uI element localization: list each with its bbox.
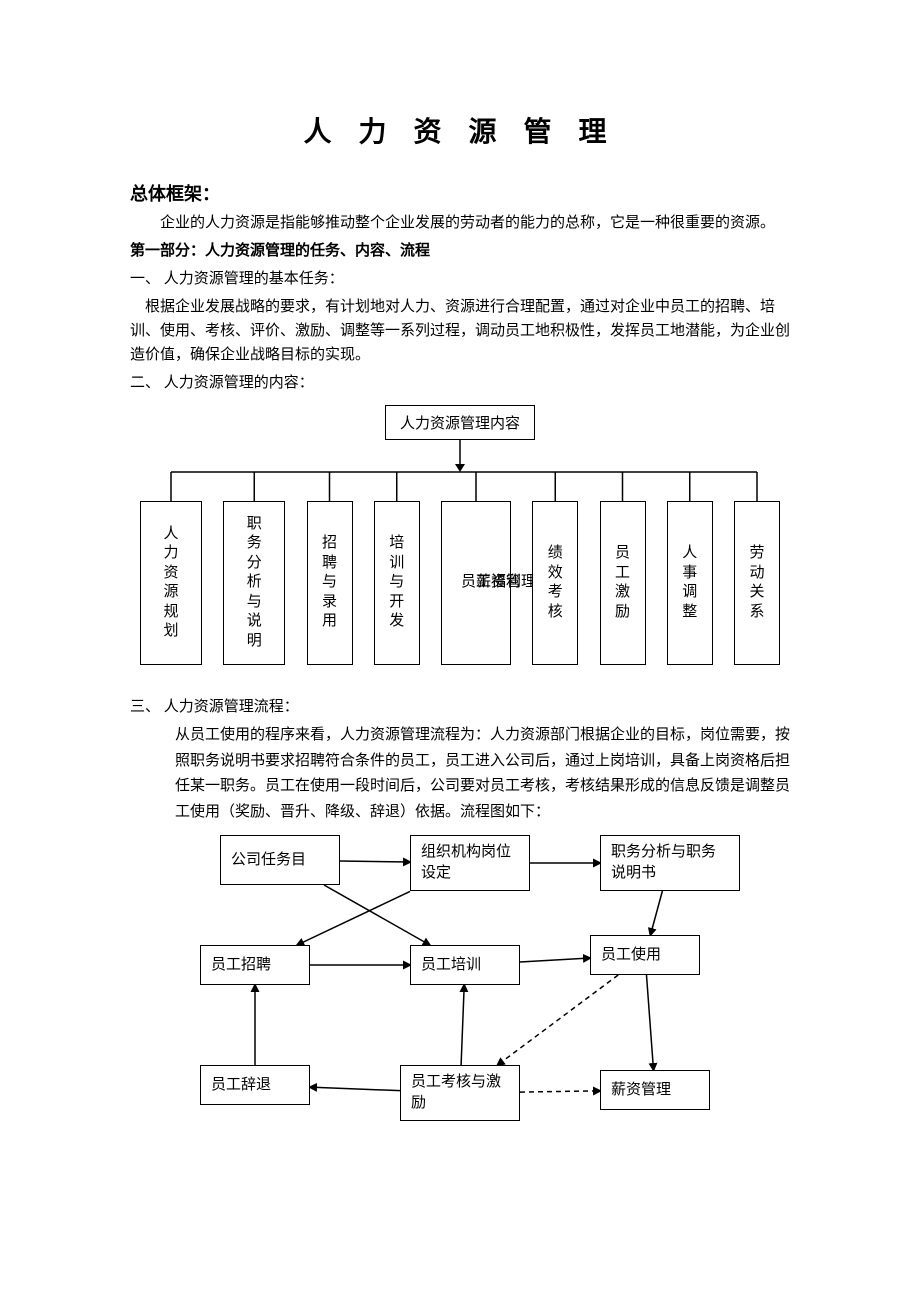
flow-node-task: 公司任务目 bbox=[220, 835, 340, 885]
tree-leaf: 培训与开发 bbox=[374, 501, 420, 665]
page-title: 人 力 资 源 管 理 bbox=[130, 110, 790, 150]
section3-body: 从员工使用的程序来看，人力资源管理流程为：人力资源部门根据企业的目标，岗位需要，… bbox=[130, 723, 790, 825]
tree-root-node: 人力资源管理内容 bbox=[385, 405, 535, 440]
flow-node-recruit: 员工招聘 bbox=[200, 945, 310, 985]
section1-heading: 一、 人力资源管理的基本任务： bbox=[130, 267, 790, 291]
document-page: 人 力 资 源 管 理 总体框架： 企业的人力资源是指能够推动整个企业发展的劳动… bbox=[0, 0, 920, 1302]
flow-node-use: 员工使用 bbox=[590, 935, 700, 975]
section3-heading: 三、 人力资源管理流程： bbox=[130, 695, 790, 719]
tree-leaf: 招聘与录用 bbox=[307, 501, 353, 665]
flow-node-dismiss: 员工辞退 bbox=[200, 1065, 310, 1105]
hr-process-flowchart: 公司任务目 组织机构岗位设定 职务分析与职务说明书员工招聘 员工培训 员工使用员工辞退 员… bbox=[180, 835, 760, 1165]
tree-leaf: 绩效考核 bbox=[532, 501, 578, 665]
tree-leaf: 人事调整 bbox=[667, 501, 713, 665]
flow-node-org: 组织机构岗位设定 bbox=[410, 835, 530, 891]
tree-leaf: 劳动关系 bbox=[734, 501, 780, 665]
flow-node-salary: 薪资管理 bbox=[600, 1070, 710, 1110]
part1-heading: 第一部分：人力资源管理的任务、内容、流程 bbox=[130, 239, 790, 263]
section2-heading: 二、 人力资源管理的内容： bbox=[130, 371, 790, 395]
tree-leaf: 员工激励 bbox=[600, 501, 646, 665]
framework-heading: 总体框架： bbox=[130, 180, 790, 206]
flow-node-train: 员工培训 bbox=[410, 945, 520, 985]
hr-content-tree: 人力资源管理内容 人力资源规划职务分析与说明招聘与录用培训与开发员工福利薪资管理… bbox=[140, 405, 780, 665]
tree-leaf-row: 人力资源规划职务分析与说明招聘与录用培训与开发员工福利薪资管理绩效考核员工激励人… bbox=[140, 501, 780, 665]
intro-paragraph: 企业的人力资源是指能够推动整个企业发展的劳动者的能力的总称，它是一种很重要的资源… bbox=[130, 211, 790, 235]
flow-node-job: 职务分析与职务说明书 bbox=[600, 835, 740, 891]
flow-node-assess: 员工考核与激励 bbox=[400, 1065, 520, 1121]
tree-leaf: 人力资源规划 bbox=[140, 501, 202, 665]
tree-leaf: 员工福利薪资管理 bbox=[441, 501, 511, 665]
tree-leaf: 职务分析与说明 bbox=[223, 501, 285, 665]
section1-body: 根据企业发展战略的要求，有计划地对人力、资源进行合理配置，通过对企业中员工的招聘… bbox=[130, 295, 790, 367]
